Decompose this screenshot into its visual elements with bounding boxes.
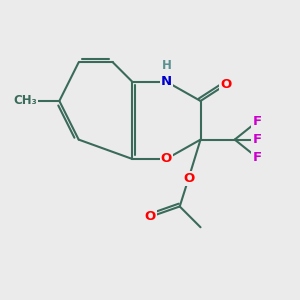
Text: O: O: [183, 172, 194, 185]
Text: H: H: [161, 59, 171, 72]
Text: N: N: [161, 75, 172, 88]
Text: O: O: [220, 78, 231, 91]
Text: O: O: [161, 152, 172, 165]
Text: CH₃: CH₃: [13, 94, 37, 107]
Text: O: O: [144, 210, 156, 224]
Text: F: F: [252, 151, 262, 164]
Text: F: F: [252, 115, 262, 128]
Text: F: F: [252, 133, 262, 146]
